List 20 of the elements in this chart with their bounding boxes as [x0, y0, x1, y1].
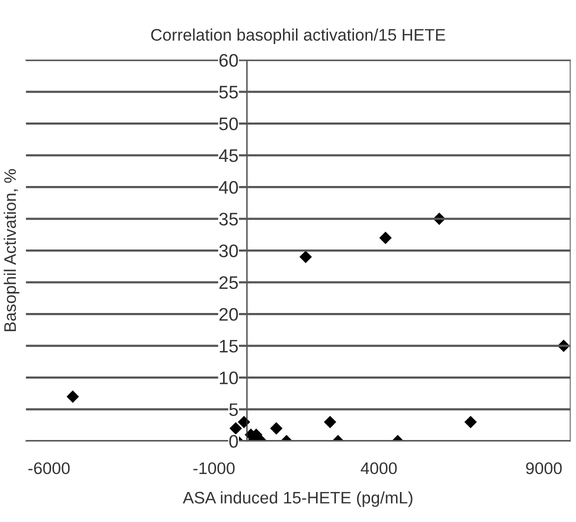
x-axis-title: ASA induced 15-HETE (pg/mL) — [182, 491, 412, 507]
x-tick-label: -6000 — [28, 462, 70, 474]
y-tick-label: 40 — [218, 180, 238, 194]
y-axis-title: Basophil Activation, % — [4, 169, 20, 332]
y-tick-label: 60 — [219, 54, 238, 67]
x-tick-label: 9000 — [526, 462, 562, 474]
y-tick-label: 0 — [229, 435, 238, 448]
x-tick-label: 4000 — [360, 462, 397, 474]
y-tick-label: 20 — [219, 308, 238, 321]
y-tick-label: 5 — [229, 403, 238, 416]
y-tick-label: 45 — [218, 149, 238, 162]
y-tick-label: 50 — [219, 117, 238, 130]
y-tick-label: 10 — [220, 372, 238, 384]
y-tick-label: 30 — [219, 244, 238, 258]
chart-title: Correlation basophil activation/15 HETE — [151, 28, 446, 44]
y-tick-label: 15 — [220, 340, 238, 353]
x-tick-label: -1000 — [193, 462, 235, 474]
y-tick-label: 55 — [219, 86, 238, 99]
y-tick-label: 25 — [219, 276, 238, 290]
y-tick-label: 35 — [219, 212, 238, 226]
